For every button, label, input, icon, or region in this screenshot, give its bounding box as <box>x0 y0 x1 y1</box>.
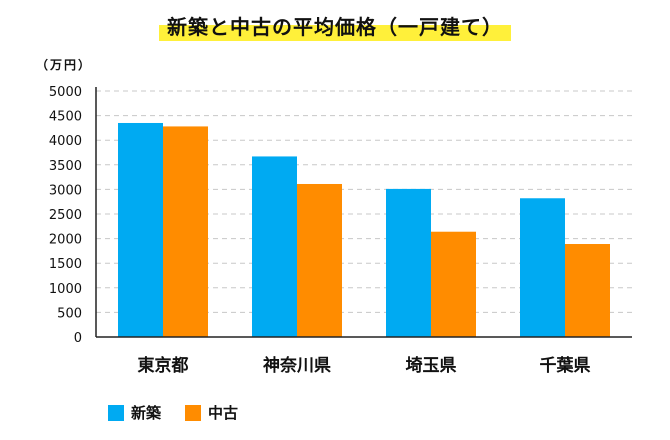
x-category-label: 東京都 <box>138 355 189 376</box>
y-tick-label: 2000 <box>49 233 82 248</box>
legend-swatch-used <box>185 404 202 421</box>
y-tick-label: 1500 <box>49 257 82 272</box>
y-tick-label: 3500 <box>49 159 82 174</box>
chart-title: 新築と中古の平均価格（一戸建て） <box>159 12 511 41</box>
y-tick-label: 2500 <box>49 208 82 223</box>
label-layer: 0 500 1000 1500 2000 2500 3000 3500 4000 4500 5000… <box>49 85 591 376</box>
x-category-label: 千葉県 <box>540 355 591 376</box>
bar-used <box>565 244 610 337</box>
y-tick-label: 4500 <box>49 110 82 125</box>
y-tick-label: 3000 <box>49 183 82 198</box>
bar-layer <box>118 122 610 337</box>
y-tick-label: 0 <box>74 331 82 346</box>
bar-used <box>431 231 476 337</box>
y-tick-label: 500 <box>57 306 82 321</box>
y-axis-unit-label: （万円） <box>36 58 93 72</box>
bar-used <box>163 126 208 337</box>
x-category-label: 神奈川県 <box>263 355 331 376</box>
legend-item-new: 新築 <box>108 402 161 423</box>
legend: 新築 中古 <box>108 402 262 423</box>
y-tick-label: 1000 <box>49 282 82 297</box>
y-tick-label: 4000 <box>49 134 82 149</box>
y-tick-label: 5000 <box>49 85 82 100</box>
legend-item-used: 中古 <box>185 402 238 423</box>
legend-swatch-new <box>108 404 124 421</box>
chart-title-wrap: 新築と中古の平均価格（一戸建て） <box>0 12 670 41</box>
legend-label-new: 新築 <box>131 404 162 422</box>
bar-new <box>386 188 431 337</box>
bar-new <box>252 156 297 337</box>
bar-new <box>520 198 565 337</box>
axis-layer <box>95 87 632 338</box>
x-category-label: 埼玉県 <box>406 355 457 376</box>
bar-used <box>297 183 342 337</box>
bar-new <box>118 122 163 337</box>
legend-label-used: 中古 <box>208 404 239 422</box>
